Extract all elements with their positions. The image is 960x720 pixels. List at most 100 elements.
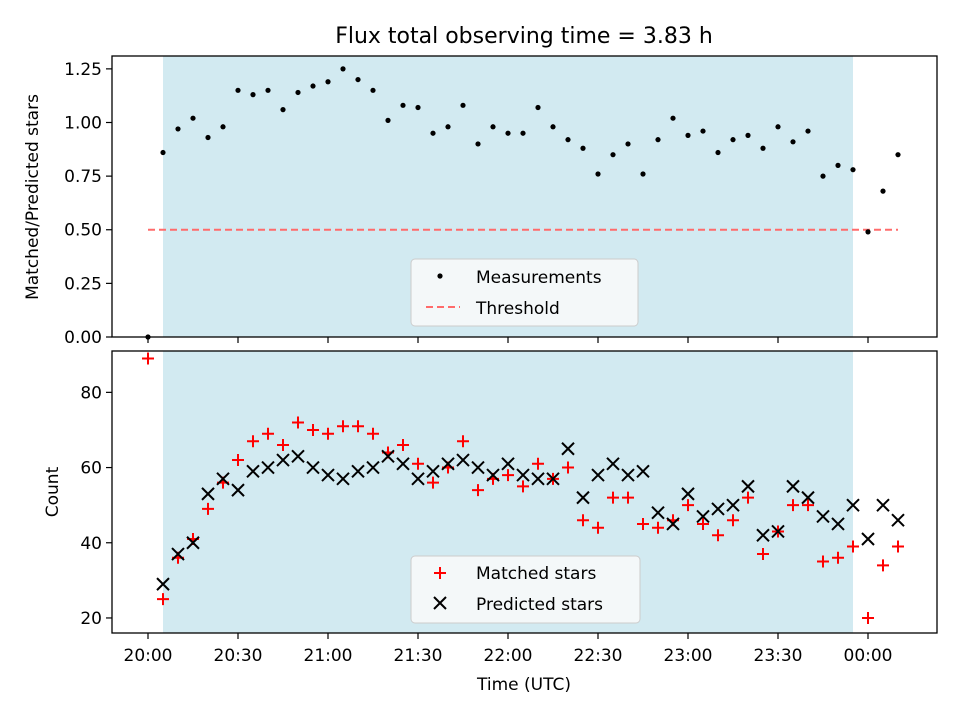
matched-star-point <box>862 611 874 624</box>
matched-star-point <box>877 559 889 572</box>
predicted-star-point <box>696 509 710 524</box>
predicted-star-point <box>726 498 740 512</box>
matched-star-point <box>427 476 439 489</box>
measurement-point <box>415 104 421 111</box>
measurement-point <box>535 104 541 111</box>
measurement-point <box>880 188 886 194</box>
x-axis-label: Time (UTC) <box>476 675 571 695</box>
bottom-y-tick-label: 40 <box>80 534 102 554</box>
predicted-star-point <box>891 513 905 527</box>
predicted-star-point <box>456 453 470 467</box>
measurement-point <box>310 83 316 89</box>
matched-star-point <box>697 517 709 530</box>
measurement-point <box>820 173 826 179</box>
matched-star-point <box>277 439 289 451</box>
matched-star-point <box>892 540 904 553</box>
predicted-star-point <box>276 453 290 467</box>
measurement-points <box>145 66 901 340</box>
matched-star-point <box>142 352 154 365</box>
measurement-point <box>760 145 766 151</box>
legend-measurements-label: Measurements <box>476 268 602 288</box>
matched-star-point <box>712 529 724 542</box>
predicted-star-point <box>171 547 185 561</box>
x-tick-label: 22:30 <box>574 646 623 666</box>
predicted-star-point <box>711 502 725 516</box>
measurement-point <box>430 130 436 136</box>
measurement-point <box>700 128 706 134</box>
matched-star-point <box>802 499 814 512</box>
bottom-legend: Matched stars Predicted stars <box>410 555 641 624</box>
predicted-star-point <box>426 464 440 479</box>
measurement-point <box>565 137 571 143</box>
measurement-point <box>670 115 676 121</box>
x-tick-label: 20:00 <box>124 646 173 666</box>
predicted-star-point <box>261 460 275 475</box>
bottom-legend-box <box>410 555 641 624</box>
measurement-point <box>460 102 466 108</box>
matched-star-point <box>622 491 634 504</box>
matched-star-point <box>577 514 589 527</box>
matched-star-point <box>607 491 619 504</box>
predicted-star-point <box>786 479 800 494</box>
x-tick-label: 23:00 <box>664 646 713 666</box>
bottom-frame <box>111 350 938 634</box>
predicted-star-point <box>876 498 890 512</box>
matched-star-point <box>397 439 409 451</box>
legend-threshold-label: Threshold <box>475 299 560 319</box>
measurement-point <box>205 134 211 141</box>
measurement-point <box>505 130 511 136</box>
x-tick-label: 00:00 <box>844 646 893 666</box>
measurement-point <box>265 87 271 93</box>
top-x-axis <box>147 337 869 343</box>
matched-star-point <box>232 454 244 467</box>
measurement-point <box>355 76 361 83</box>
matched-star-point <box>847 540 859 553</box>
measurement-point <box>865 229 871 235</box>
matched-star-point <box>457 435 469 448</box>
measurement-point <box>595 171 601 177</box>
top-y-axis-label: Matched/Predicted stars <box>23 94 43 300</box>
matched-star-point <box>682 499 694 512</box>
bottom-y-tick-label: 60 <box>80 459 102 479</box>
measurement-point <box>775 124 781 130</box>
predicted-star-point <box>246 464 260 479</box>
figure-title: Flux total observing time = 3.83 h <box>335 24 713 49</box>
predicted-star-point <box>681 487 695 501</box>
measurement-point <box>790 139 796 145</box>
x-tick-label: 22:00 <box>484 646 533 666</box>
predicted-star-point <box>861 532 875 546</box>
measurement-point <box>715 149 721 156</box>
bottom-y-tick-label: 80 <box>80 383 102 403</box>
matched-star-point <box>817 555 829 568</box>
matched-star-point <box>337 420 349 433</box>
measurement-point <box>835 162 841 168</box>
measurement-point <box>160 149 166 156</box>
predicted-star-point <box>336 472 350 486</box>
matched-star-point <box>157 593 169 606</box>
predicted-star-point <box>561 442 575 456</box>
measurement-point <box>550 124 556 130</box>
x-tick-label: 21:00 <box>304 646 353 666</box>
predicted-star-point <box>831 517 845 531</box>
measurement-point <box>400 102 406 108</box>
predicted-star-point <box>231 483 245 497</box>
matched-star-point <box>262 427 274 440</box>
predicted-star-point <box>531 472 545 486</box>
measurement-point <box>685 132 691 138</box>
measurement-point <box>745 132 751 138</box>
measurement-point <box>520 130 526 136</box>
x-tick-label: 23:30 <box>754 646 803 666</box>
measurement-point <box>655 137 661 143</box>
matched-star-point <box>322 427 334 440</box>
predicted-star-point <box>291 449 305 463</box>
predicted-star-point <box>471 460 485 475</box>
measurement-point <box>280 107 286 113</box>
legend-measurement-marker <box>437 273 443 279</box>
matched-star-point <box>562 461 574 474</box>
matched-star-point <box>592 521 604 534</box>
measurement-point <box>340 66 346 72</box>
bottom-y-tick-label: 20 <box>80 609 102 629</box>
top-y-tick-label: 1.25 <box>64 60 102 80</box>
